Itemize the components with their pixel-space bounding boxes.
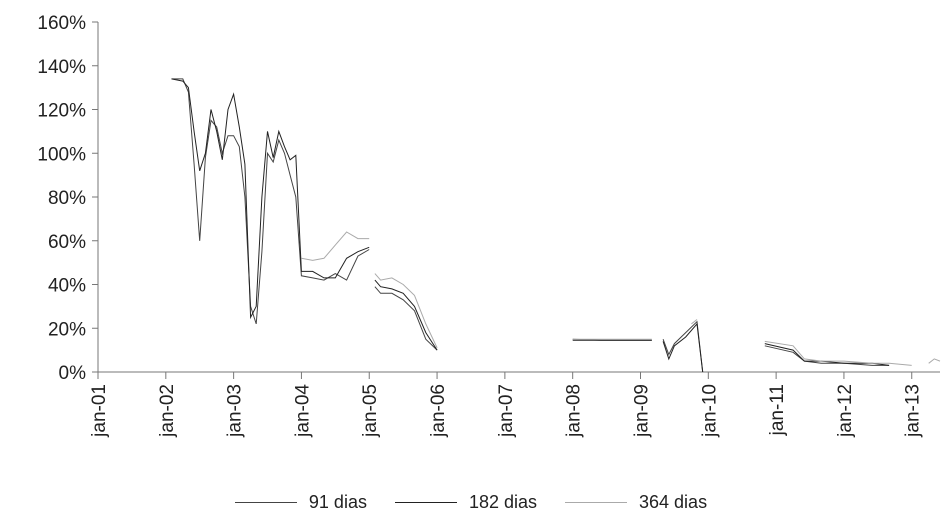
series-line-182-dias — [171, 78, 370, 320]
x-tick-label: jan-11 — [767, 384, 788, 436]
series-line-91-dias — [662, 320, 704, 373]
legend-item-364-dias: 364 dias — [565, 492, 707, 513]
y-tick-label: 40% — [48, 276, 86, 297]
x-tick-label: jan-01 — [89, 384, 110, 438]
x-tick-label: jan-09 — [631, 384, 652, 438]
series-line-364-dias — [374, 273, 438, 349]
x-tick-label: jan-13 — [903, 384, 924, 438]
y-tick-label: 80% — [48, 188, 86, 209]
x-tick-label: jan-02 — [157, 384, 178, 438]
y-tick-label: 160% — [37, 13, 86, 34]
x-tick-label: jan-03 — [225, 384, 246, 438]
series-line-364-dias — [764, 340, 912, 366]
line-chart: 0%20%40%60%80%100%120%140%160% jan-01 jan… — [37, 13, 941, 438]
legend-item-91-dias: 91 dias — [234, 491, 367, 513]
x-axis: jan-01 jan-02 jan-03 jan-04 jan-05 jan-06 jan-… — [89, 371, 940, 438]
series-line-364-dias — [691, 319, 698, 325]
x-tick-label: jan-07 — [496, 384, 517, 438]
y-tick-label: 60% — [48, 232, 86, 253]
legend-item-182-dias: 182 dias — [394, 491, 538, 513]
plot-lines — [171, 78, 941, 373]
y-tick-label: 140% — [37, 57, 86, 78]
legend-swatch-182-dias — [394, 501, 457, 503]
y-tick-label: 120% — [37, 101, 86, 122]
y-axis: 0% 20% 40% 60% 80% 100% 120% 140% 160% — [37, 13, 99, 384]
y-tick-label: 100% — [37, 144, 86, 165]
series-line-182-dias — [764, 343, 890, 366]
legend-label-364-dias: 364 dias — [639, 491, 708, 512]
legend-swatch-364-dias — [565, 501, 628, 503]
series-line-91-dias — [171, 78, 370, 325]
series-line-91-dias — [764, 345, 890, 366]
series-line-182-dias — [374, 279, 438, 351]
x-tick-label: jan-04 — [292, 384, 313, 438]
legend-label-91-dias: 91 dias — [308, 491, 367, 512]
series-line-182-dias — [662, 322, 704, 373]
legend: 91 dias 182 dias 364 dias — [0, 490, 942, 514]
series-line-364-dias — [301, 231, 370, 261]
x-tick-label: jan-12 — [835, 384, 856, 438]
y-tick-label: 0% — [59, 363, 87, 384]
x-tick-label: jan-10 — [699, 384, 720, 438]
x-tick-label: jan-08 — [564, 384, 585, 438]
x-tick-label: jan-06 — [428, 384, 449, 438]
legend-swatch-91-dias — [234, 501, 297, 503]
series-line-91-dias — [374, 286, 438, 351]
legend-label-182-dias: 182 dias — [468, 491, 538, 512]
series-line-364-dias — [928, 358, 941, 364]
y-tick-label: 20% — [48, 319, 86, 340]
x-tick-label: jan-05 — [360, 384, 381, 438]
